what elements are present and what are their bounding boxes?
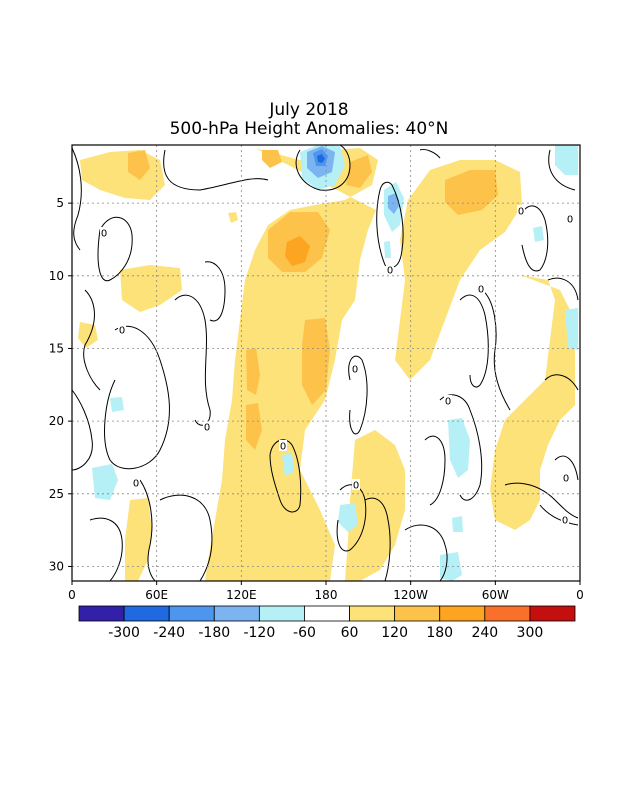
contour-label-bg bbox=[351, 363, 359, 374]
contour-label-bg bbox=[203, 421, 211, 432]
positive-anomaly-region bbox=[285, 236, 310, 266]
colorbar-swatch bbox=[394, 605, 441, 622]
negative-anomaly-region bbox=[533, 226, 544, 242]
positive-anomaly-region bbox=[395, 160, 522, 380]
colorbar-label: 120 bbox=[381, 625, 408, 641]
colorbar-label: -120 bbox=[243, 625, 275, 641]
y-tick-label: 30 bbox=[49, 559, 64, 573]
y-tick-label: 25 bbox=[49, 487, 64, 501]
contour-label: 0 bbox=[478, 285, 484, 296]
colorbar-label: -180 bbox=[198, 625, 230, 641]
positive-anomaly-region bbox=[490, 275, 575, 530]
contour-label-bg bbox=[561, 514, 569, 525]
contour-label: 0 bbox=[280, 442, 286, 453]
positive-anomaly-region bbox=[80, 150, 165, 200]
x-tick-label: 120W bbox=[393, 588, 428, 602]
negative-anomaly-region bbox=[565, 308, 578, 350]
colorbar-swatch bbox=[78, 605, 125, 622]
negative-anomaly-region bbox=[452, 516, 463, 532]
colorbar-label: -240 bbox=[153, 625, 185, 641]
anomaly-field: 0 0 0 0 0 0 0 0 0 0 0 0 0 0 bbox=[72, 145, 579, 581]
contour-label: 0 bbox=[204, 423, 210, 434]
positive-anomaly-region bbox=[246, 348, 260, 395]
negative-anomaly-region bbox=[110, 397, 124, 412]
y-tick-label: 15 bbox=[49, 341, 64, 355]
y-tick-label: 5 bbox=[56, 196, 64, 210]
contour-label: 0 bbox=[387, 266, 393, 277]
contour-label-bg bbox=[444, 395, 452, 406]
contour-label-bg bbox=[566, 213, 574, 224]
positive-anomaly-region bbox=[346, 155, 372, 188]
positive-anomaly-region bbox=[246, 403, 262, 450]
contour-label: 0 bbox=[445, 397, 451, 408]
colorbar-swatch bbox=[168, 605, 215, 622]
contour-label-bg bbox=[352, 479, 360, 490]
positive-anomaly-region bbox=[445, 170, 498, 215]
contour-label: 0 bbox=[567, 215, 573, 226]
negative-anomaly-region bbox=[448, 418, 470, 478]
y-tick-label: 10 bbox=[49, 269, 64, 283]
colorbar-swatch bbox=[529, 605, 576, 622]
contour-label: 0 bbox=[133, 479, 139, 490]
positive-anomaly-region bbox=[228, 212, 238, 223]
negative-anomaly-region bbox=[317, 154, 325, 163]
positive-anomaly-region bbox=[120, 265, 182, 312]
chart-subtitle: 500-hPa Height Anomalies: 40°N bbox=[169, 119, 449, 139]
colorbar-label: -300 bbox=[108, 625, 140, 641]
colorbar-swatch bbox=[258, 605, 305, 622]
chart-title: July 2018 bbox=[269, 100, 349, 120]
colorbar-swatch bbox=[123, 605, 170, 622]
x-tick-label: 120E bbox=[226, 588, 257, 602]
negative-anomaly-region bbox=[440, 552, 462, 581]
contour-label: 0 bbox=[101, 229, 107, 240]
contour-label-bg bbox=[517, 205, 525, 216]
negative-anomaly-region bbox=[555, 145, 578, 175]
contour-label-bg bbox=[562, 472, 570, 483]
y-tick-label: 20 bbox=[49, 414, 64, 428]
negative-anomaly-region bbox=[384, 241, 391, 258]
contour-label-bg bbox=[118, 324, 126, 335]
positive-anomaly-region bbox=[205, 148, 378, 581]
colorbar-label: 300 bbox=[517, 625, 544, 641]
contour-label-bg bbox=[100, 227, 108, 238]
colorbar-label: 240 bbox=[471, 625, 498, 641]
colorbar-swatch bbox=[484, 605, 531, 622]
colorbar-swatch bbox=[213, 605, 260, 622]
colorbar-label: -60 bbox=[293, 625, 316, 641]
colorbar-swatch bbox=[439, 605, 486, 622]
negative-anomaly-region bbox=[282, 453, 294, 476]
x-tick-label: 60E bbox=[145, 588, 168, 602]
colorbar-label: 60 bbox=[341, 625, 359, 641]
negative-anomaly-region bbox=[92, 464, 118, 500]
contour-label-bg bbox=[132, 477, 140, 488]
contour-label: 0 bbox=[518, 207, 524, 218]
positive-anomaly-region bbox=[125, 498, 152, 581]
contour-label: 0 bbox=[563, 474, 569, 485]
positive-anomaly-region bbox=[262, 150, 282, 168]
positive-anomaly-region bbox=[302, 318, 330, 405]
contour-label-bg bbox=[279, 440, 287, 451]
contour-label-bg bbox=[477, 283, 485, 294]
colorbar-swatch bbox=[349, 605, 396, 622]
positive-anomaly-region bbox=[128, 150, 150, 180]
colorbar-swatch bbox=[304, 605, 350, 622]
contour-label: 0 bbox=[562, 516, 568, 527]
contour-label: 0 bbox=[119, 326, 125, 337]
positive-anomaly-region bbox=[78, 322, 98, 348]
colorbar-label: 180 bbox=[426, 625, 453, 641]
x-tick-label: 0 bbox=[68, 588, 76, 602]
negative-anomaly-region bbox=[338, 503, 358, 532]
contour-label: 0 bbox=[353, 481, 359, 492]
contour-label: 0 bbox=[352, 365, 358, 376]
x-tick-label: 60W bbox=[482, 588, 509, 602]
x-tick-label: 0 bbox=[576, 588, 584, 602]
contour-label-bg bbox=[386, 264, 394, 275]
x-tick-label: 180 bbox=[315, 588, 338, 602]
